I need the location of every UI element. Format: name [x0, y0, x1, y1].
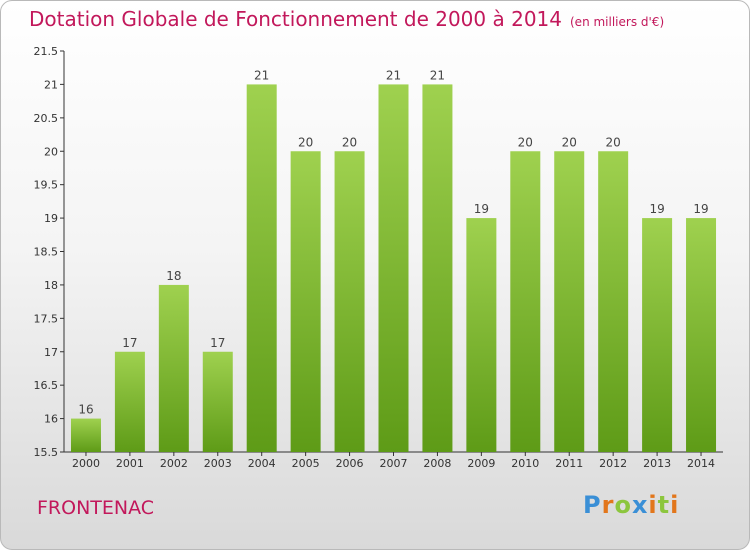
y-tick-label: 18.5: [34, 246, 59, 259]
data-label: 20: [342, 135, 357, 149]
data-label: 20: [606, 135, 621, 149]
y-tick-label: 19.5: [34, 179, 59, 192]
logo-letter: x: [631, 491, 649, 519]
logo-letter: o: [614, 491, 632, 519]
x-tick-label: 2007: [380, 457, 408, 470]
x-tick-label: 2013: [643, 457, 671, 470]
data-label: 19: [649, 202, 664, 216]
proxiti-logo: Proxiti: [583, 491, 679, 519]
bar: [290, 151, 321, 452]
data-label: 21: [430, 68, 445, 82]
bar: [114, 351, 145, 452]
x-tick-label: 2004: [248, 457, 276, 470]
bar: [246, 84, 277, 453]
bar: [422, 84, 453, 453]
data-labels: 16 17 18 17 21 20 20 21 21 19 20 20 20 19 19: [78, 68, 708, 416]
bar: [642, 218, 673, 452]
chart-title: Dotation Globale de Fonctionnement de 20…: [29, 7, 664, 31]
y-tick-label: 21: [44, 78, 58, 91]
data-label: 17: [122, 336, 137, 350]
y-tick-label: 18: [44, 279, 58, 292]
y-tick-label: 21.5: [34, 45, 59, 58]
y-tick-label: 17.5: [34, 312, 59, 325]
bar: [202, 351, 233, 452]
bar: [158, 284, 189, 452]
x-tick-label: 2011: [555, 457, 583, 470]
x-tick-label: 2010: [511, 457, 539, 470]
logo-letter: i: [648, 491, 658, 519]
logo-letter: P: [583, 491, 602, 519]
y-tick-label: 15.5: [34, 446, 59, 459]
data-label: 20: [518, 135, 533, 149]
bars: [70, 84, 717, 453]
data-label: 21: [254, 68, 269, 82]
logo-letter: r: [601, 491, 615, 519]
y-tick-label: 16: [44, 413, 58, 426]
x-tick-label: 2012: [599, 457, 627, 470]
data-label: 19: [474, 202, 489, 216]
data-label: 21: [386, 68, 401, 82]
y-tick-label: 20: [44, 145, 58, 158]
bar: [598, 151, 629, 452]
x-tick-label: 2014: [687, 457, 715, 470]
data-label: 20: [562, 135, 577, 149]
data-label: 19: [693, 202, 708, 216]
unit-note: (en milliers d'€): [570, 15, 665, 29]
bar: [378, 84, 409, 453]
data-label: 18: [166, 269, 181, 283]
data-label: 20: [298, 135, 313, 149]
x-tick-label: 2009: [467, 457, 495, 470]
commune-name: FRONTENAC: [37, 497, 155, 519]
logo-letter: i: [670, 491, 680, 519]
y-tick-label: 19: [44, 212, 58, 225]
bar: [466, 218, 497, 452]
data-label: 16: [78, 403, 93, 417]
y-tick-label: 17: [44, 346, 58, 359]
data-label: 17: [210, 336, 225, 350]
x-tick-label: 2005: [292, 457, 320, 470]
bar: [554, 151, 585, 452]
x-tick-label: 2000: [72, 457, 100, 470]
title-text: Dotation Globale de Fonctionnement de 20…: [29, 7, 562, 31]
bar: [510, 151, 541, 452]
logo-letter: t: [657, 491, 671, 519]
y-tick-label: 20.5: [34, 112, 59, 125]
bar: [686, 218, 717, 452]
bar: [334, 151, 365, 452]
x-tick-label: 2002: [160, 457, 188, 470]
x-tick-label: 2003: [204, 457, 232, 470]
x-tick-label: 2006: [336, 457, 364, 470]
x-tick-label: 2001: [116, 457, 144, 470]
x-tick-label: 2008: [423, 457, 451, 470]
axes: 15.5 16 16.5 17 17.5 18 18.5 19 19.5 20 20.5 21 21.5…: [34, 45, 723, 470]
y-tick-label: 16.5: [34, 379, 59, 392]
bar: [70, 418, 101, 452]
